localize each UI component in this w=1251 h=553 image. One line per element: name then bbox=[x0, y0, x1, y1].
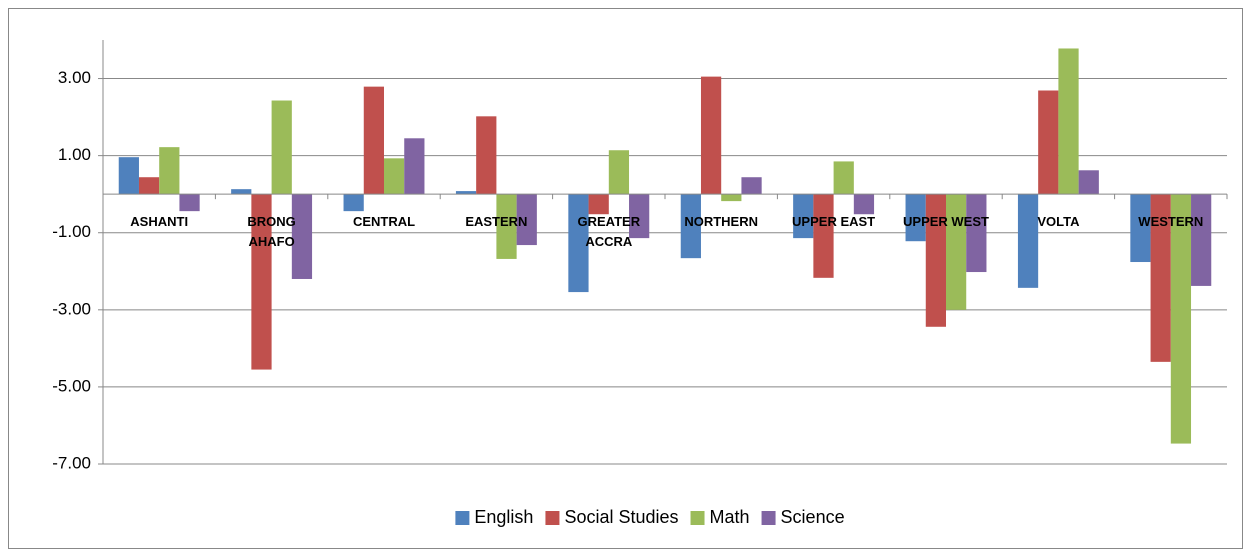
bar bbox=[966, 194, 987, 273]
bar bbox=[1150, 194, 1171, 362]
bar bbox=[680, 194, 701, 259]
legend-label: Science bbox=[781, 507, 845, 527]
bar bbox=[516, 194, 537, 246]
legend-label: English bbox=[474, 507, 533, 527]
bar bbox=[291, 194, 313, 279]
x-tick-label: CENTRAL bbox=[352, 214, 416, 230]
y-tick-label: -3.00 bbox=[52, 299, 91, 318]
bar bbox=[1058, 48, 1079, 195]
bar bbox=[404, 138, 425, 195]
bar bbox=[700, 76, 722, 195]
x-tick-label: NORTHERN bbox=[684, 214, 759, 230]
bar bbox=[159, 147, 180, 195]
bar bbox=[496, 194, 517, 259]
y-tick-label: -1.00 bbox=[52, 222, 91, 241]
bar bbox=[138, 177, 160, 195]
bar bbox=[833, 161, 854, 195]
y-tick-label: 3.00 bbox=[58, 68, 91, 87]
x-tick-label: ASHANTI bbox=[130, 214, 189, 230]
chart-border bbox=[8, 8, 1243, 549]
legend-label: Math bbox=[710, 507, 750, 527]
x-tick-label: UPPER WEST bbox=[903, 214, 989, 230]
bar bbox=[1078, 170, 1099, 195]
bar bbox=[925, 194, 946, 327]
y-tick-label: -7.00 bbox=[52, 453, 91, 472]
bar bbox=[905, 194, 926, 242]
bar bbox=[813, 194, 834, 278]
bar bbox=[946, 194, 967, 310]
bar bbox=[629, 194, 650, 239]
bar bbox=[179, 194, 200, 212]
bar bbox=[251, 194, 272, 370]
bar bbox=[271, 100, 292, 195]
bar bbox=[118, 157, 139, 195]
bar bbox=[1017, 194, 1039, 288]
bar bbox=[1170, 194, 1192, 444]
y-tick-label: 1.00 bbox=[58, 145, 91, 164]
x-tick-label: EASTERN bbox=[465, 214, 528, 230]
legend-swatch bbox=[455, 511, 470, 525]
y-tick-label: -5.00 bbox=[52, 376, 91, 395]
legend-label: Social Studies bbox=[564, 507, 678, 527]
bar bbox=[568, 194, 589, 293]
bar bbox=[741, 177, 762, 195]
legend-swatch bbox=[690, 511, 705, 525]
x-tick-label: VOLTA bbox=[1037, 214, 1080, 230]
bar bbox=[1038, 90, 1059, 195]
x-tick-label: GREATER ACCRA bbox=[577, 214, 641, 250]
bar bbox=[588, 194, 609, 215]
legend-swatch bbox=[545, 511, 560, 525]
bar bbox=[455, 191, 477, 195]
x-tick-label: UPPER EAST bbox=[792, 214, 876, 230]
x-tick-label: BRONG AHAFO bbox=[247, 214, 296, 250]
bar bbox=[853, 194, 875, 215]
bar bbox=[1191, 194, 1212, 286]
bar bbox=[343, 194, 364, 212]
x-tick-label: WESTERN bbox=[1138, 214, 1204, 230]
bar bbox=[1130, 194, 1151, 263]
bar bbox=[363, 86, 384, 195]
bar bbox=[793, 194, 814, 239]
bar bbox=[608, 150, 630, 195]
bar bbox=[231, 189, 252, 195]
legend-swatch bbox=[761, 511, 776, 525]
bar bbox=[476, 116, 497, 195]
bar bbox=[384, 158, 405, 195]
bar bbox=[721, 194, 742, 202]
